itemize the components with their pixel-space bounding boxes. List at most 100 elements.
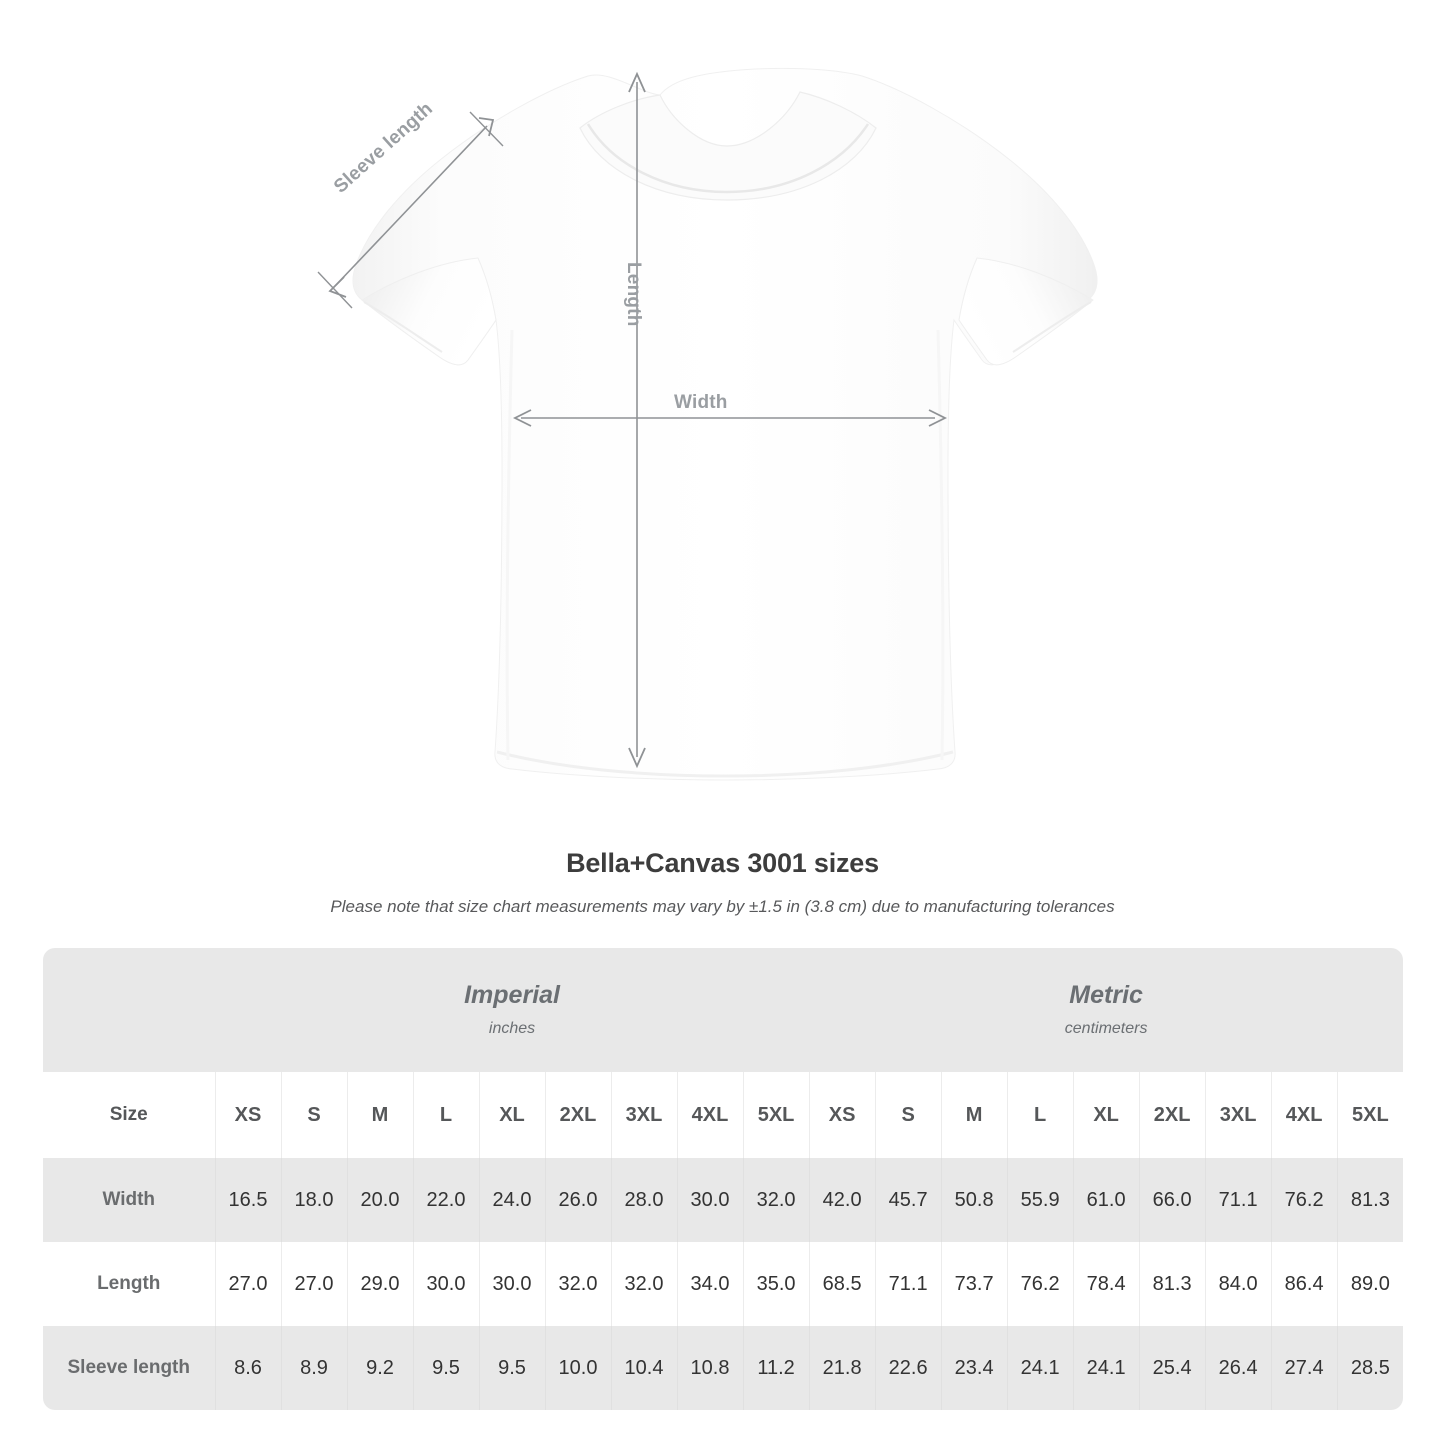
cell-sleeve-4: 9.5 bbox=[478, 1326, 545, 1410]
page-title: Bella+Canvas 3001 sizes bbox=[566, 848, 879, 878]
column-header-metric-4xl: 4XL bbox=[1270, 1072, 1338, 1158]
unit-header-spacer bbox=[43, 948, 215, 1072]
column-header-metric-s: S bbox=[874, 1072, 942, 1158]
cell-sleeve-5: 10.0 bbox=[544, 1326, 611, 1410]
cell-length-6: 32.0 bbox=[610, 1242, 677, 1326]
column-header-imperial-2xl: 2XL bbox=[544, 1072, 611, 1158]
cell-length-4: 30.0 bbox=[478, 1242, 545, 1326]
cell-sleeve-7: 10.8 bbox=[676, 1326, 743, 1410]
cell-sleeve-0: 8.6 bbox=[214, 1326, 281, 1410]
cell-sleeve-2: 9.2 bbox=[346, 1326, 413, 1410]
tshirt-illustration: Sleeve length Length Width bbox=[317, 67, 1098, 781]
cell-width-12: 55.9 bbox=[1006, 1158, 1074, 1242]
column-header-metric-l: L bbox=[1006, 1072, 1074, 1158]
column-header-imperial-4xl: 4XL bbox=[676, 1072, 743, 1158]
table-row: Length 27.0 27.0 29.0 30.0 30.0 32.0 32.… bbox=[43, 1242, 1404, 1326]
cell-length-14: 81.3 bbox=[1138, 1242, 1206, 1326]
size-table: Imperial inches Metric centimeters Size … bbox=[43, 948, 1404, 1410]
cell-width-16: 76.2 bbox=[1270, 1158, 1338, 1242]
cell-length-3: 30.0 bbox=[412, 1242, 479, 1326]
cell-length-11: 73.7 bbox=[940, 1242, 1008, 1326]
column-header-metric-xs: XS bbox=[808, 1072, 876, 1158]
title-block: Bella+Canvas 3001 sizes Please note that… bbox=[0, 848, 1445, 917]
cell-width-14: 66.0 bbox=[1138, 1158, 1206, 1242]
size-table-container: Imperial inches Metric centimeters Size … bbox=[43, 948, 1404, 1410]
cell-width-15: 71.1 bbox=[1204, 1158, 1272, 1242]
unit-imperial-sub: inches bbox=[488, 1019, 536, 1037]
cell-sleeve-15: 26.4 bbox=[1204, 1326, 1272, 1410]
cell-length-15: 84.0 bbox=[1204, 1242, 1272, 1326]
cell-length-10: 71.1 bbox=[874, 1242, 942, 1326]
unit-group-metric: Metric centimeters bbox=[809, 948, 1404, 1072]
cell-length-17: 89.0 bbox=[1336, 1242, 1404, 1326]
unit-metric-name: Metric bbox=[1069, 981, 1143, 1010]
size-header-row: Size XS S M L XL 2XL 3XL 4XL 5XL XS S M … bbox=[43, 1072, 1404, 1158]
row-label-width: Width bbox=[43, 1158, 215, 1242]
cell-length-5: 32.0 bbox=[544, 1242, 611, 1326]
cell-sleeve-3: 9.5 bbox=[412, 1326, 479, 1410]
cell-width-6: 28.0 bbox=[610, 1158, 677, 1242]
cell-sleeve-11: 23.4 bbox=[940, 1326, 1008, 1410]
cell-sleeve-1: 8.9 bbox=[280, 1326, 347, 1410]
cell-width-9: 42.0 bbox=[808, 1158, 876, 1242]
unit-group-imperial: Imperial inches bbox=[215, 948, 810, 1072]
cell-length-1: 27.0 bbox=[280, 1242, 347, 1326]
cell-sleeve-8: 11.2 bbox=[742, 1326, 810, 1410]
column-header-imperial-3xl: 3XL bbox=[610, 1072, 677, 1158]
width-dimension-arrow bbox=[512, 409, 948, 427]
cell-width-3: 22.0 bbox=[412, 1158, 479, 1242]
column-header-size: Size bbox=[43, 1072, 215, 1158]
cell-length-9: 68.5 bbox=[808, 1242, 876, 1326]
cell-sleeve-16: 27.4 bbox=[1270, 1326, 1338, 1410]
length-label: Length bbox=[623, 262, 644, 327]
cell-length-13: 78.4 bbox=[1072, 1242, 1140, 1326]
cell-sleeve-6: 10.4 bbox=[610, 1326, 677, 1410]
cell-width-4: 24.0 bbox=[478, 1158, 545, 1242]
cell-width-1: 18.0 bbox=[280, 1158, 347, 1242]
tolerance-note: Please note that size chart measurements… bbox=[330, 897, 1115, 916]
column-header-metric-5xl: 5XL bbox=[1336, 1072, 1404, 1158]
cell-length-0: 27.0 bbox=[214, 1242, 281, 1326]
sleeve-length-dimension-arrow bbox=[317, 111, 504, 309]
cell-length-2: 29.0 bbox=[346, 1242, 413, 1326]
tshirt-shape bbox=[352, 67, 1098, 781]
table-row: Sleeve length 8.6 8.9 9.2 9.5 9.5 10.0 1… bbox=[43, 1326, 1404, 1410]
cell-width-0: 16.5 bbox=[214, 1158, 281, 1242]
unit-metric-sub: centimeters bbox=[1064, 1019, 1148, 1037]
column-header-imperial-l: L bbox=[412, 1072, 479, 1158]
column-header-metric-3xl: 3XL bbox=[1204, 1072, 1272, 1158]
cell-width-8: 32.0 bbox=[742, 1158, 810, 1242]
table-row: Width 16.5 18.0 20.0 22.0 24.0 26.0 28.0… bbox=[43, 1158, 1404, 1242]
length-dimension-arrow bbox=[628, 71, 646, 769]
cell-sleeve-17: 28.5 bbox=[1336, 1326, 1404, 1410]
cell-width-2: 20.0 bbox=[346, 1158, 413, 1242]
column-header-imperial-m: M bbox=[346, 1072, 413, 1158]
column-header-metric-2xl: 2XL bbox=[1138, 1072, 1206, 1158]
unit-header-row: Imperial inches Metric centimeters bbox=[43, 948, 1404, 1072]
cell-sleeve-12: 24.1 bbox=[1006, 1326, 1074, 1410]
cell-length-8: 35.0 bbox=[742, 1242, 810, 1326]
cell-width-5: 26.0 bbox=[544, 1158, 611, 1242]
column-header-imperial-xl: XL bbox=[478, 1072, 545, 1158]
column-header-metric-m: M bbox=[940, 1072, 1008, 1158]
cell-width-17: 81.3 bbox=[1336, 1158, 1404, 1242]
width-label: Width bbox=[674, 392, 728, 413]
cell-width-11: 50.8 bbox=[940, 1158, 1008, 1242]
column-header-imperial-5xl: 5XL bbox=[742, 1072, 810, 1158]
column-header-imperial-s: S bbox=[280, 1072, 347, 1158]
row-label-sleeve-length: Sleeve length bbox=[43, 1326, 215, 1410]
cell-length-12: 76.2 bbox=[1006, 1242, 1074, 1326]
cell-width-13: 61.0 bbox=[1072, 1158, 1140, 1242]
column-header-metric-xl: XL bbox=[1072, 1072, 1140, 1158]
row-label-length: Length bbox=[43, 1242, 215, 1326]
cell-sleeve-13: 24.1 bbox=[1072, 1326, 1140, 1410]
cell-length-7: 34.0 bbox=[676, 1242, 743, 1326]
unit-imperial-name: Imperial bbox=[464, 981, 560, 1010]
column-header-imperial-xs: XS bbox=[214, 1072, 281, 1158]
cell-length-16: 86.4 bbox=[1270, 1242, 1338, 1326]
cell-sleeve-9: 21.8 bbox=[808, 1326, 876, 1410]
cell-sleeve-10: 22.6 bbox=[874, 1326, 942, 1410]
cell-width-7: 30.0 bbox=[676, 1158, 743, 1242]
cell-width-10: 45.7 bbox=[874, 1158, 942, 1242]
